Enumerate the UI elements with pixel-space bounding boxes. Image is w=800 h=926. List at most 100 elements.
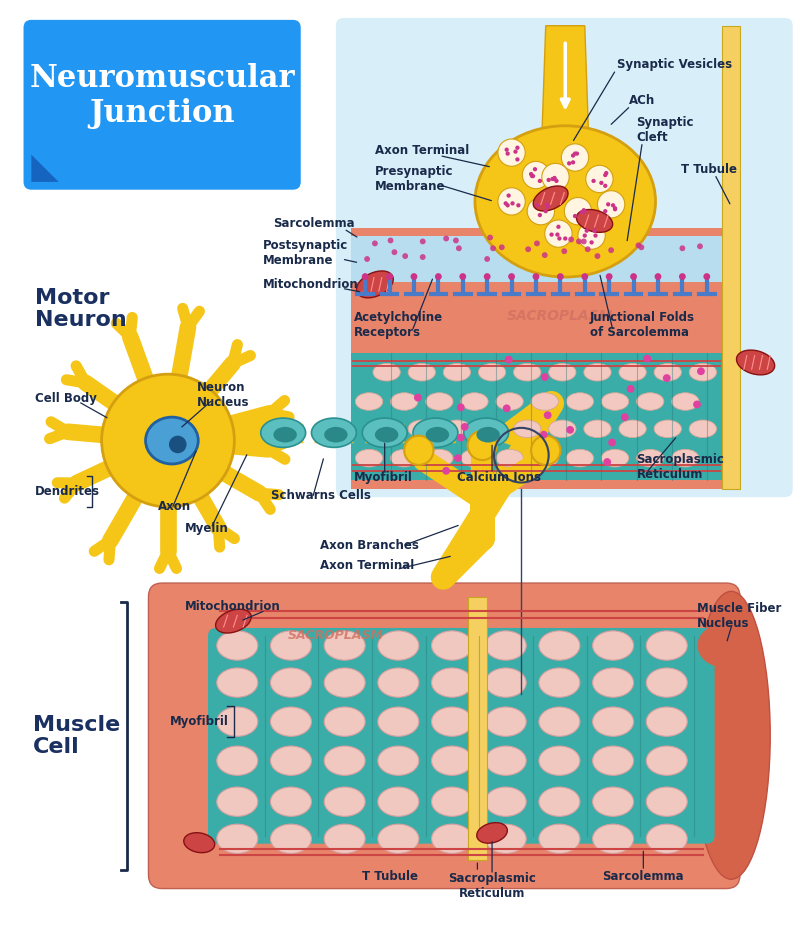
Circle shape bbox=[598, 191, 625, 218]
FancyBboxPatch shape bbox=[149, 583, 740, 889]
Ellipse shape bbox=[737, 350, 774, 375]
Circle shape bbox=[679, 273, 686, 280]
Circle shape bbox=[571, 160, 575, 165]
Circle shape bbox=[538, 213, 542, 218]
Circle shape bbox=[654, 273, 662, 280]
Ellipse shape bbox=[431, 707, 473, 736]
Ellipse shape bbox=[486, 631, 526, 660]
Circle shape bbox=[591, 179, 596, 183]
Ellipse shape bbox=[461, 393, 488, 410]
Circle shape bbox=[410, 273, 418, 280]
Circle shape bbox=[643, 355, 651, 362]
Circle shape bbox=[404, 435, 434, 465]
Circle shape bbox=[635, 243, 642, 248]
Circle shape bbox=[606, 273, 613, 280]
Ellipse shape bbox=[217, 787, 258, 817]
Text: Muscle Fiber
Nucleus: Muscle Fiber Nucleus bbox=[697, 602, 782, 631]
Ellipse shape bbox=[646, 787, 687, 817]
Ellipse shape bbox=[362, 419, 407, 447]
Ellipse shape bbox=[690, 420, 717, 438]
Ellipse shape bbox=[602, 449, 629, 467]
Circle shape bbox=[543, 209, 548, 213]
Ellipse shape bbox=[378, 631, 419, 660]
Ellipse shape bbox=[184, 832, 214, 853]
Circle shape bbox=[453, 238, 459, 244]
Circle shape bbox=[499, 244, 505, 250]
Text: Sacroplasmic
Reticulum: Sacroplasmic Reticulum bbox=[448, 871, 536, 900]
Circle shape bbox=[530, 174, 534, 178]
Circle shape bbox=[435, 273, 442, 280]
Ellipse shape bbox=[146, 417, 198, 464]
Circle shape bbox=[586, 166, 613, 193]
Text: Myofibril: Myofibril bbox=[354, 471, 412, 484]
Ellipse shape bbox=[413, 419, 458, 447]
Text: Sarcolemma: Sarcolemma bbox=[274, 218, 355, 231]
Ellipse shape bbox=[324, 631, 365, 660]
Circle shape bbox=[613, 207, 617, 211]
Circle shape bbox=[555, 232, 559, 237]
Ellipse shape bbox=[426, 393, 453, 410]
Polygon shape bbox=[31, 155, 58, 181]
Text: Mitochondrion: Mitochondrion bbox=[185, 600, 280, 613]
Polygon shape bbox=[468, 596, 487, 860]
Circle shape bbox=[573, 214, 577, 219]
Ellipse shape bbox=[486, 707, 526, 736]
Ellipse shape bbox=[431, 787, 473, 817]
Ellipse shape bbox=[593, 631, 634, 660]
Ellipse shape bbox=[426, 427, 449, 443]
Circle shape bbox=[531, 435, 560, 465]
Polygon shape bbox=[351, 235, 722, 282]
Ellipse shape bbox=[539, 631, 580, 660]
Circle shape bbox=[562, 248, 567, 254]
Circle shape bbox=[557, 273, 564, 280]
Ellipse shape bbox=[531, 449, 558, 467]
Circle shape bbox=[506, 203, 510, 207]
Circle shape bbox=[582, 233, 587, 238]
Circle shape bbox=[603, 183, 607, 188]
Circle shape bbox=[515, 145, 519, 150]
Ellipse shape bbox=[311, 419, 356, 447]
Circle shape bbox=[541, 373, 549, 381]
Circle shape bbox=[663, 374, 670, 382]
Circle shape bbox=[454, 455, 462, 462]
Ellipse shape bbox=[355, 449, 382, 467]
Circle shape bbox=[533, 167, 537, 171]
Ellipse shape bbox=[593, 787, 634, 817]
Circle shape bbox=[582, 273, 588, 280]
Text: Schwarns Cells: Schwarns Cells bbox=[271, 489, 371, 502]
Ellipse shape bbox=[646, 631, 687, 660]
Text: Calcium Ions: Calcium Ions bbox=[457, 471, 541, 484]
Ellipse shape bbox=[431, 631, 473, 660]
Circle shape bbox=[484, 257, 490, 262]
Ellipse shape bbox=[539, 668, 580, 697]
Ellipse shape bbox=[373, 363, 400, 381]
Circle shape bbox=[578, 222, 606, 249]
Ellipse shape bbox=[408, 420, 435, 438]
Ellipse shape bbox=[324, 707, 365, 736]
Circle shape bbox=[613, 206, 617, 210]
Ellipse shape bbox=[461, 449, 488, 467]
Ellipse shape bbox=[539, 707, 580, 736]
Circle shape bbox=[603, 173, 607, 177]
Circle shape bbox=[526, 246, 531, 252]
Ellipse shape bbox=[539, 824, 580, 854]
Ellipse shape bbox=[486, 668, 526, 697]
Ellipse shape bbox=[443, 363, 470, 381]
Circle shape bbox=[388, 238, 394, 244]
Ellipse shape bbox=[654, 363, 682, 381]
Circle shape bbox=[585, 229, 589, 232]
Circle shape bbox=[606, 202, 610, 206]
Text: Myofibril: Myofibril bbox=[170, 715, 229, 728]
Ellipse shape bbox=[486, 824, 526, 854]
Ellipse shape bbox=[390, 393, 418, 410]
Ellipse shape bbox=[496, 449, 523, 467]
Circle shape bbox=[527, 197, 554, 225]
Circle shape bbox=[599, 181, 603, 185]
Ellipse shape bbox=[566, 393, 594, 410]
Circle shape bbox=[522, 161, 550, 189]
Ellipse shape bbox=[577, 209, 613, 232]
Text: Muscle
Cell: Muscle Cell bbox=[34, 716, 121, 757]
Ellipse shape bbox=[514, 363, 541, 381]
Ellipse shape bbox=[539, 787, 580, 817]
Ellipse shape bbox=[274, 427, 297, 443]
